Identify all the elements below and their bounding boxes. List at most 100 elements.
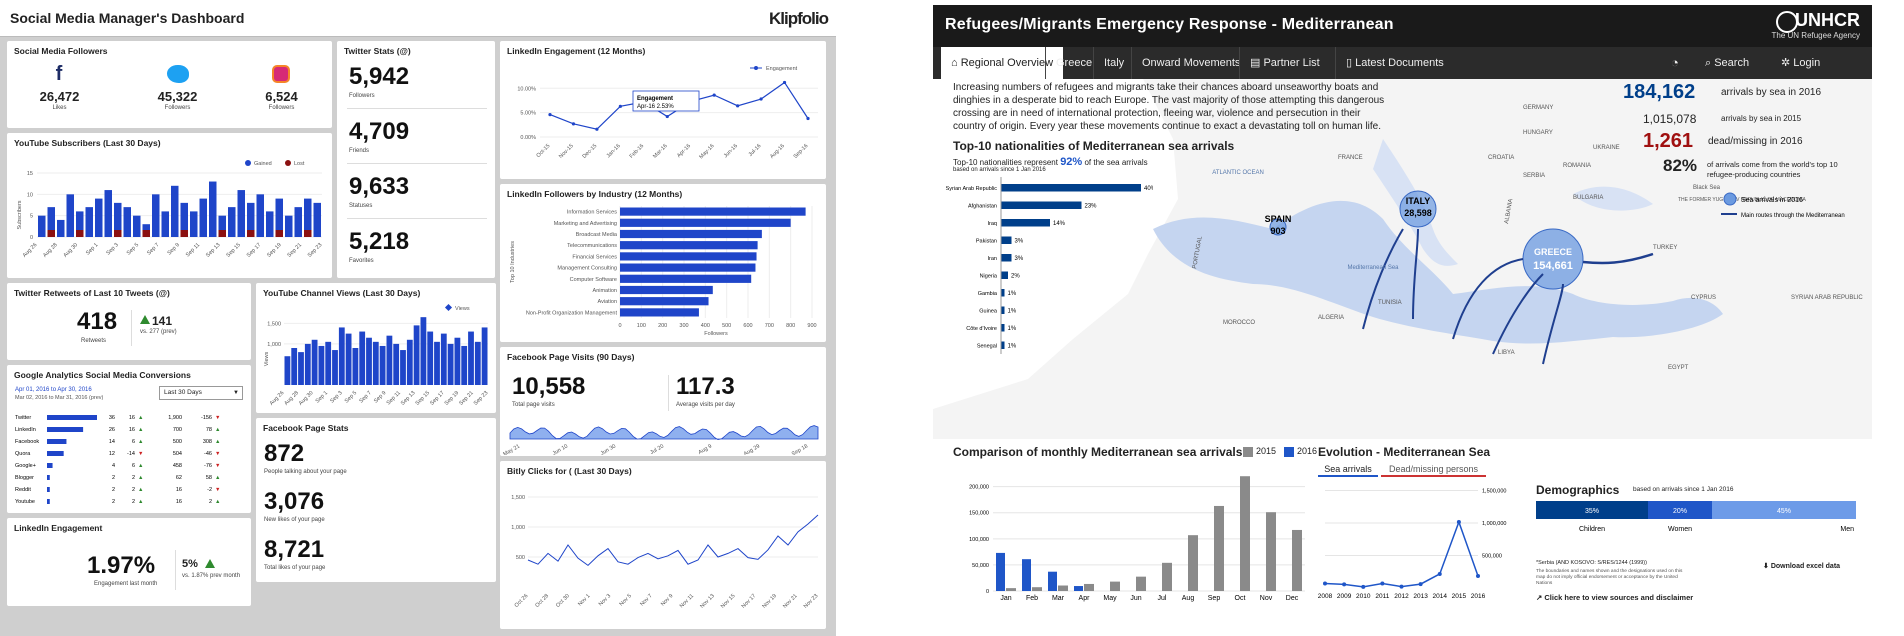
views-bar	[359, 331, 366, 385]
country-label: ROMANIA	[1563, 163, 1591, 169]
ga-range-select[interactable]: Last 30 Days ▼	[159, 386, 243, 400]
x-tick: Nov 17	[741, 593, 758, 610]
ga-bar	[47, 475, 50, 480]
ga-value: 16	[176, 499, 182, 505]
views-bar	[311, 339, 318, 385]
industry-bar	[620, 207, 806, 216]
ga-source: Quora	[15, 451, 31, 457]
gained-bar	[209, 181, 217, 237]
twitter-retweets-card: Twitter Retweets of Last 10 Tweets (@) 4…	[7, 283, 251, 360]
nationality-value: 14%	[1053, 221, 1066, 227]
views-bar	[284, 356, 291, 385]
ga-value: 14	[109, 439, 115, 445]
x-tick: Oct 28	[534, 593, 550, 609]
legend-gained: Gained	[254, 161, 272, 167]
ga-bar	[47, 415, 97, 420]
industry-label: Financial Services	[572, 254, 617, 260]
y-tick: 15	[27, 171, 33, 177]
tab-greece[interactable]: Greece	[1045, 47, 1102, 79]
demographic-segment	[1536, 501, 1648, 519]
x-tick: 2008	[1318, 593, 1333, 600]
divider	[347, 218, 487, 219]
nationality-label: Afghanistan	[968, 203, 997, 209]
industry-label: Aviation	[598, 299, 617, 305]
retweets-delta-label: vs. 277 (prev)	[140, 329, 177, 335]
ga-value: 458	[173, 463, 182, 469]
fb-visits-total-label: Total page visits	[512, 402, 555, 408]
x-tick: Aug 28	[283, 390, 300, 407]
tab-dead-missing[interactable]: Dead/missing persons	[1381, 462, 1486, 477]
x-tick: 800	[786, 323, 795, 329]
up-arrow-icon: ▲	[215, 427, 220, 433]
x-tick: Sep 17	[246, 242, 263, 259]
tab-latest-documents[interactable]: ▯ Latest Documents	[1335, 47, 1454, 79]
gained-bar	[161, 211, 169, 237]
youtube-subscribers-card: YouTube Subscribers (Last 30 Days) Gaine…	[7, 133, 332, 278]
ga-change: 2	[209, 499, 212, 505]
x-tick: 2009	[1337, 593, 1352, 600]
views-bar	[481, 327, 488, 385]
x-tick: Sep 11	[185, 242, 201, 258]
rss-icon[interactable]: ◔	[1671, 55, 1679, 70]
evolution-title: Evolution - Mediterranean Sea	[1318, 445, 1491, 459]
demographic-pct: 45%	[1777, 508, 1791, 515]
x-tick: Sep 13	[205, 242, 222, 259]
route-arrow	[1412, 228, 1419, 320]
login-button[interactable]: ✲ Login	[1771, 47, 1830, 79]
tab-partner-list[interactable]: ▤ Partner List	[1239, 47, 1330, 79]
x-tick: Sep 3	[105, 242, 119, 256]
gained-bar	[228, 207, 236, 237]
x-tick: Sep 5	[344, 390, 358, 404]
views-bar	[393, 343, 400, 385]
download-excel-link[interactable]: ⬇ Download excel data	[1763, 562, 1840, 570]
divider	[668, 375, 669, 411]
industry-label: Animation	[593, 288, 617, 294]
unhcr-brand: UNHCR	[1795, 10, 1860, 30]
tab-sea-arrivals[interactable]: Sea arrivals	[1318, 462, 1378, 477]
card-title: LinkedIn Followers by Industry (12 Month…	[507, 189, 683, 199]
x-tick: Sep 15	[415, 390, 432, 407]
legend-lost-swatch	[285, 160, 291, 166]
tab-onward-movements[interactable]: Onward Movements	[1131, 47, 1250, 79]
x-tick: Aug-16	[769, 143, 786, 160]
gained-bar	[313, 202, 321, 237]
x-tick: Sep 21	[458, 390, 475, 407]
x-tick: 2014	[1433, 593, 1448, 600]
dashboard-header: Social Media Manager's Dashboard Klipfol…	[0, 0, 836, 37]
legend-label: Engagement	[766, 66, 798, 72]
y-axis-label: Subscribers	[17, 200, 23, 229]
gained-bar	[152, 194, 160, 237]
x-tick: Apr-16	[676, 143, 692, 159]
mediterranean-sea	[1153, 200, 1723, 344]
legend-2016-label: 2016	[1297, 446, 1318, 456]
retweets-label: Retweets	[81, 338, 107, 344]
fb-visits-area	[509, 425, 819, 441]
x-tick: Nov 3	[598, 593, 612, 607]
x-tick: 100	[637, 323, 646, 329]
gained-bar	[57, 219, 65, 237]
legend-label: Views	[455, 306, 470, 312]
search-button[interactable]: ⌕ Search	[1695, 47, 1759, 79]
tab-italy[interactable]: Italy	[1093, 47, 1134, 79]
tab-regional-overview[interactable]: ⌂ Regional Overview	[941, 47, 1064, 79]
industry-label: Information Services	[567, 210, 617, 216]
ocean-label: ATLANTIC OCEAN	[1212, 170, 1264, 176]
google-analytics-card: Google Analytics Social Media Conversion…	[7, 365, 251, 513]
evolution-point	[1476, 574, 1480, 579]
sources-link[interactable]: ↗ Click here to view sources and disclai…	[1536, 593, 1693, 602]
ga-prev-range: Mar 02, 2016 to Mar 31, 2016 (prev)	[15, 395, 104, 401]
y-tick: 150,000	[969, 511, 989, 517]
top10-sub-post: of the sea arrivals	[1084, 158, 1148, 167]
ga-source: Reddit	[15, 487, 31, 493]
unhcr-brand-sub: The UN Refugee Agency	[1771, 31, 1861, 40]
x-tick: Dec	[1286, 595, 1299, 602]
instagram-icon	[272, 65, 290, 83]
industry-label: Management Consulting	[557, 266, 617, 272]
bar-2015	[1188, 535, 1198, 591]
ga-change: 2	[132, 499, 135, 505]
chevron-down-icon: ▼	[233, 390, 239, 396]
card-title: YouTube Subscribers (Last 30 Days)	[14, 138, 161, 148]
x-tick: 2011	[1375, 593, 1389, 600]
linkedin-engagement-label: Engagement last month	[94, 581, 158, 587]
